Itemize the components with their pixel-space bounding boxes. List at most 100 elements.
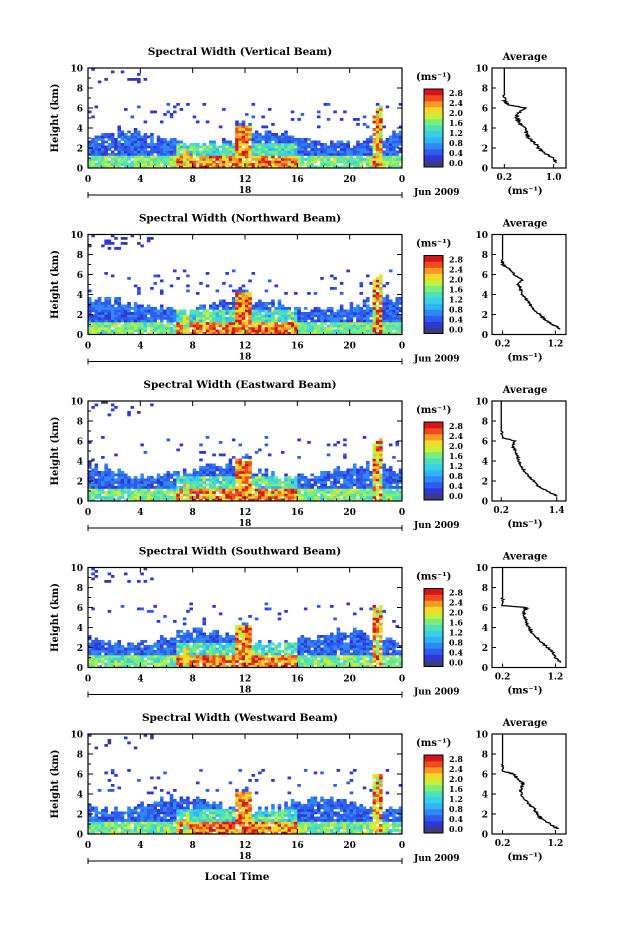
- heatmap-cell: [189, 645, 193, 648]
- heatmap-cell: [320, 483, 324, 487]
- heatmap-cell: [241, 133, 246, 136]
- heatmap-cell: [133, 302, 138, 305]
- heatmap-cell: [294, 655, 298, 658]
- heatmap-cell: [267, 140, 272, 144]
- heatmap-cell: [264, 307, 269, 310]
- heatmap-cell: [123, 665, 128, 668]
- heatmap-cell: [140, 443, 144, 447]
- colorbar-swatch: [424, 464, 443, 471]
- heatmap-cell: [94, 165, 99, 169]
- heatmap-cell: [297, 456, 301, 459]
- heatmap-cell: [146, 496, 151, 499]
- heatmap-cell: [199, 488, 203, 492]
- heatmap-cell: [205, 662, 210, 666]
- heatmap-cell: [294, 307, 298, 310]
- heatmap-cell: [307, 150, 311, 154]
- heatmap-cell: [123, 155, 128, 159]
- heatmap-cell: [382, 478, 386, 482]
- average-x-axis-label: (ms⁻¹): [507, 353, 542, 364]
- heatmap-cell: [339, 645, 344, 648]
- heatmap-cell: [114, 486, 118, 489]
- heatmap-cell: [117, 130, 122, 134]
- heatmap-cell: [379, 143, 383, 146]
- heatmap-cell: [379, 456, 383, 459]
- day-label: 18: [239, 353, 252, 363]
- heatmap-cell: [245, 128, 249, 131]
- heatmap-cell: [94, 327, 99, 330]
- heatmap-cell: [264, 491, 269, 494]
- heatmap-cell: [300, 317, 305, 320]
- heatmap-cell: [369, 153, 373, 156]
- heatmap-cell: [117, 302, 122, 305]
- heatmap-cell: [104, 165, 108, 169]
- heatmap-cell: [274, 158, 279, 161]
- heatmap-cell: [153, 665, 157, 668]
- heatmap-cell: [392, 491, 396, 494]
- heatmap-cell: [313, 324, 318, 328]
- heatmap-cell: [156, 642, 161, 646]
- heatmap-cell: [195, 652, 200, 656]
- heatmap-cell: [225, 324, 229, 328]
- heatmap-cell: [241, 148, 246, 151]
- heatmap-cell: [212, 660, 216, 663]
- heatmap-cell: [336, 665, 341, 668]
- heatmap-cell: [251, 327, 256, 330]
- heatmap-cell: [264, 153, 269, 156]
- heatmap-cell: [323, 496, 328, 499]
- heatmap-cell: [215, 329, 220, 333]
- heatmap-cell: [97, 491, 102, 494]
- heatmap-cell: [150, 143, 154, 146]
- heatmap-cell: [120, 647, 125, 651]
- heatmap-cell: [88, 160, 92, 164]
- heatmap-cell: [245, 309, 249, 313]
- heatmap-cell: [117, 645, 122, 648]
- heatmap-cell: [346, 319, 350, 323]
- heatmap-cell: [241, 660, 246, 663]
- heatmap-cell: [326, 163, 331, 166]
- heatmap-cell: [107, 660, 112, 663]
- heatmap-cell: [297, 150, 301, 154]
- heatmap-cell: [398, 322, 403, 325]
- heatmap-cell: [91, 158, 95, 161]
- average-x-tick-label: 0.2: [493, 506, 509, 516]
- heatmap-cell: [254, 481, 259, 484]
- heatmap-cell: [333, 662, 337, 666]
- heatmap-cell: [251, 657, 256, 661]
- heatmap-cell: [379, 128, 383, 131]
- heatmap-cell: [182, 481, 187, 484]
- heatmap-cell: [284, 491, 288, 494]
- heatmap-cell: [225, 153, 229, 156]
- heatmap-cell: [388, 498, 393, 502]
- heatmap-cell: [107, 662, 112, 666]
- heatmap-cell: [133, 655, 138, 658]
- heatmap-cell: [339, 640, 344, 643]
- heatmap-cell: [241, 498, 246, 502]
- heatmap-cell: [245, 637, 249, 641]
- heatmap-cell: [349, 332, 354, 335]
- heatmap-cell: [392, 153, 396, 156]
- heatmap-cell: [330, 605, 334, 608]
- heatmap-cell: [248, 133, 252, 136]
- heatmap-cell: [140, 650, 144, 653]
- heatmap-cell: [274, 153, 279, 156]
- heatmap-cell: [258, 491, 262, 494]
- heatmap-cell: [225, 637, 229, 641]
- heatmap-cell: [101, 496, 105, 499]
- heatmap-cell: [195, 491, 200, 494]
- heatmap-cell: [320, 143, 324, 146]
- heatmap-cell: [166, 148, 171, 151]
- heatmap-cell: [117, 329, 122, 333]
- heatmap-cell: [104, 155, 108, 159]
- heatmap-cell: [120, 145, 125, 149]
- heatmap-cell: [182, 665, 187, 668]
- heatmap-cell: [300, 160, 305, 164]
- heatmap-cell: [205, 332, 210, 335]
- heatmap-cell: [212, 150, 216, 154]
- heatmap-cell: [101, 244, 105, 248]
- heatmap-cell: [333, 153, 337, 156]
- heatmap-cell: [238, 148, 243, 151]
- heatmap-cell: [209, 314, 213, 318]
- heatmap-cell: [379, 329, 383, 333]
- heatmap-cell: [349, 322, 354, 325]
- heatmap-cell: [241, 630, 246, 633]
